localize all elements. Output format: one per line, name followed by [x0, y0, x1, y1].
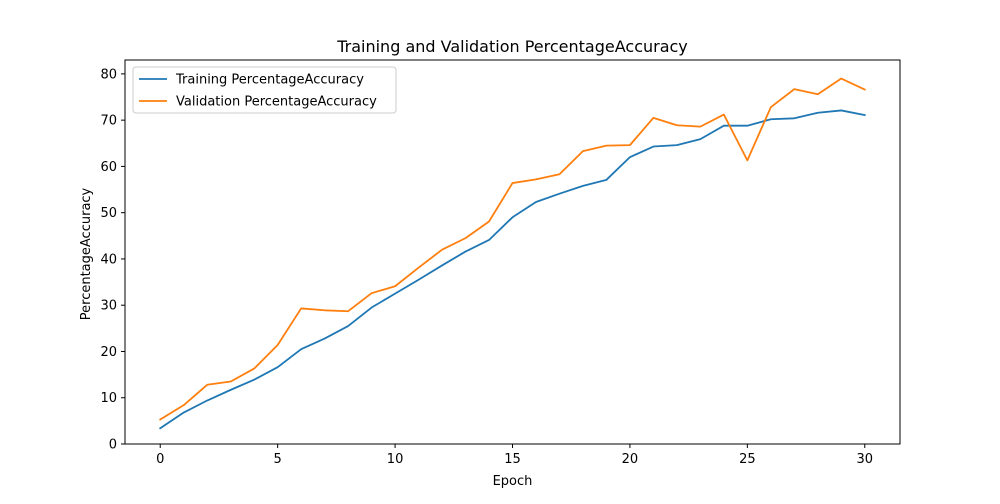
legend: Training PercentageAccuracy Validation Pe… [132, 66, 397, 114]
x-axis-label: Epoch [493, 474, 533, 489]
y-tick-label: 50 [100, 206, 117, 221]
y-axis-label: PercentageAccuracy [79, 187, 94, 320]
x-tick-label: 20 [622, 452, 639, 467]
y-tick-label: 0 [109, 438, 117, 453]
y-tick-label: 10 [100, 391, 117, 406]
legend-label-validation: Validation PercentageAccuracy [176, 95, 377, 110]
y-tick-label: 60 [100, 160, 117, 175]
x-tick-label: 10 [387, 452, 404, 467]
y-tick-label: 70 [100, 114, 117, 129]
series-line-training [158, 109, 866, 430]
x-tick-label: 30 [856, 452, 873, 467]
legend-box [132, 66, 397, 114]
series-line-validation [158, 77, 866, 421]
x-tick-label: 0 [156, 452, 164, 467]
x-tick-label: 25 [739, 452, 756, 467]
y-tick-label: 40 [100, 252, 117, 267]
y-tick-label: 30 [100, 299, 117, 314]
x-tick-label: 5 [274, 452, 282, 467]
y-tick-label: 20 [100, 345, 117, 360]
axes-layer: 0 5 10 15 20 25 30 0 10 20 30 40 50 60 70 80 [100, 59, 901, 467]
legend-label-training: Training PercentageAccuracy [175, 73, 364, 88]
chart-title: Training and Validation PercentageAccura… [336, 37, 688, 56]
y-tick-label: 80 [100, 67, 117, 82]
series-layer [158, 77, 866, 430]
x-tick-label: 15 [504, 452, 521, 467]
